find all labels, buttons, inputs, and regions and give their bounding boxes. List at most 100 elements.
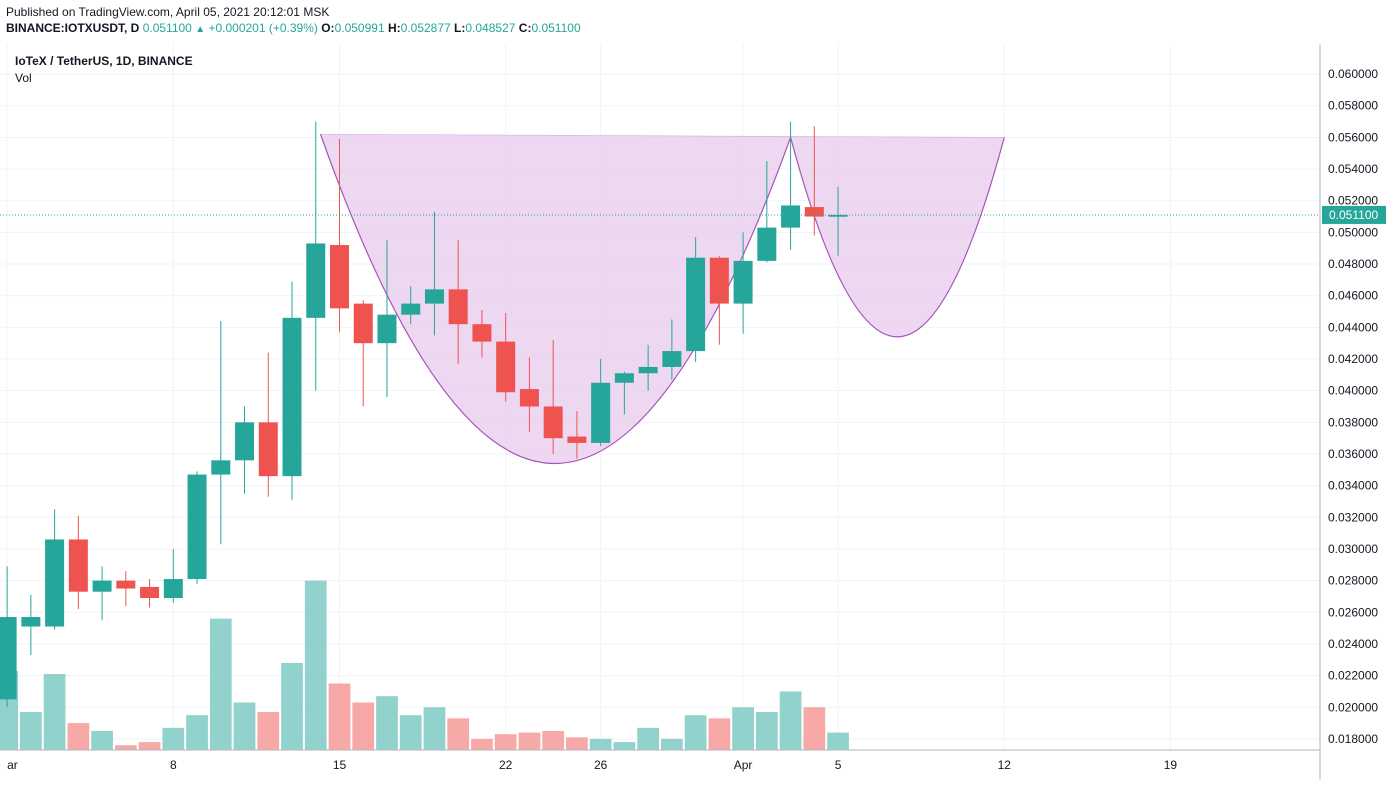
- x-tick-label: 15: [333, 758, 347, 772]
- x-tick-label: 5: [835, 758, 842, 772]
- low-value: 0.048527: [465, 21, 516, 35]
- candle-body: [211, 460, 231, 475]
- candle-body: [662, 351, 682, 367]
- x-tick-label: 12: [998, 758, 1012, 772]
- candle-body: [757, 227, 777, 261]
- candle-body: [638, 366, 658, 374]
- candle-body: [543, 406, 563, 439]
- axes: 0.060000 0.058000 0.056000 0.054000 0.052000…: [0, 44, 1386, 780]
- volume-bar: [589, 738, 612, 750]
- candle-body: [709, 257, 729, 304]
- candle-body: [45, 539, 65, 627]
- volume-bar: [708, 718, 731, 750]
- volume-bar: [471, 738, 493, 750]
- candle-body: [306, 243, 326, 318]
- candle-body: [781, 205, 801, 228]
- volume-bar: [138, 742, 161, 750]
- candle-body: [0, 617, 17, 700]
- price-change: +0.000201 (+0.39%): [208, 21, 318, 35]
- volume-bar: [803, 707, 826, 750]
- candle-body: [472, 324, 492, 342]
- candle-body: [591, 382, 611, 443]
- y-tick-label: 0.050000: [1328, 225, 1378, 239]
- volume-bar: [827, 732, 849, 750]
- close-value: 0.051100: [531, 21, 581, 35]
- candle-body: [140, 586, 160, 599]
- volume-bar: [423, 707, 446, 750]
- volume-bar: [91, 731, 113, 750]
- volume-bar: [518, 732, 541, 750]
- ohlc-line: BINANCE:IOTXUSDT, D 0.051100 ▲ +0.000201…: [6, 20, 581, 38]
- volume-bar: [637, 727, 659, 750]
- volume-bar: [399, 715, 422, 750]
- cup-and-handle-pattern: [319, 133, 1005, 464]
- volume-bar: [661, 738, 683, 750]
- volume-bar: [186, 715, 208, 750]
- candle-body: [496, 341, 516, 393]
- open-label: O:: [321, 21, 335, 35]
- volume-bar: [494, 734, 517, 750]
- y-tick-label: 0.056000: [1328, 130, 1378, 144]
- y-tick-label: 0.036000: [1328, 447, 1378, 461]
- candle-body: [828, 214, 848, 217]
- pattern-fill: [320, 134, 1005, 464]
- candle-body: [448, 289, 468, 325]
- candle-body: [733, 260, 753, 304]
- volume-bar: [114, 745, 137, 750]
- candle-body: [163, 579, 183, 599]
- candle-body: [804, 207, 824, 217]
- candle-body: [377, 314, 397, 344]
- y-tick-label: 0.030000: [1328, 542, 1378, 556]
- y-tick-label: 0.058000: [1328, 99, 1378, 113]
- volume-bar: [755, 712, 778, 750]
- candle-body: [614, 373, 634, 383]
- candle-body: [68, 539, 88, 592]
- handle-curve: [789, 137, 1005, 338]
- volume-bar: [257, 712, 280, 750]
- last-price-label: 0.051100: [1329, 208, 1378, 222]
- volume-bar: [732, 707, 754, 750]
- volume-bar: [684, 715, 707, 750]
- candle-body: [187, 474, 207, 580]
- volume-bar: [162, 727, 185, 750]
- symbol-legend[interactable]: IoTeX / TetherUS, 1D, BINANCE: [15, 54, 193, 68]
- volume-bar: [19, 712, 42, 750]
- candle-body: [330, 245, 349, 309]
- y-tick-label: 0.052000: [1328, 194, 1378, 208]
- volume-legend[interactable]: Vol: [15, 71, 32, 85]
- low-label: L:: [454, 21, 466, 35]
- volume-bar: [376, 696, 398, 750]
- candle-body: [92, 580, 112, 592]
- volume-bars: [0, 580, 849, 750]
- x-tick-label: Apr: [734, 758, 753, 772]
- x-tick-label: 26: [594, 758, 608, 772]
- candle-body: [519, 389, 539, 407]
- y-tick-label: 0.048000: [1328, 257, 1378, 271]
- candle-body: [258, 422, 278, 477]
- y-tick-label: 0.022000: [1328, 669, 1378, 683]
- candle-body: [21, 617, 41, 627]
- high-label: H:: [387, 21, 401, 35]
- published-line: Published on TradingView.com, April 05, …: [6, 5, 330, 19]
- candle-body: [235, 422, 255, 461]
- y-tick-label: 0.028000: [1328, 574, 1378, 588]
- volume-bar: [542, 731, 565, 750]
- candle-body: [686, 257, 706, 352]
- y-tick-label: 0.026000: [1328, 605, 1378, 619]
- candle-body: [116, 580, 136, 589]
- x-tick-label: ar: [7, 758, 18, 772]
- open-value: 0.050991: [334, 21, 385, 35]
- chart-header: Published on TradingView.com, April 05, …: [6, 4, 581, 38]
- y-tick-label: 0.018000: [1328, 732, 1378, 746]
- x-tick-label: 22: [499, 758, 513, 772]
- volume-bar: [779, 691, 802, 750]
- volume-bar: [209, 618, 232, 750]
- volume-bar: [233, 702, 256, 750]
- y-tick-label: 0.060000: [1328, 67, 1378, 81]
- x-tick-label: 8: [170, 758, 177, 772]
- candlesticks: [0, 121, 848, 708]
- high-value: 0.052877: [400, 21, 451, 35]
- x-tick-label: 19: [1164, 758, 1178, 772]
- y-tick-label: 0.040000: [1328, 384, 1378, 398]
